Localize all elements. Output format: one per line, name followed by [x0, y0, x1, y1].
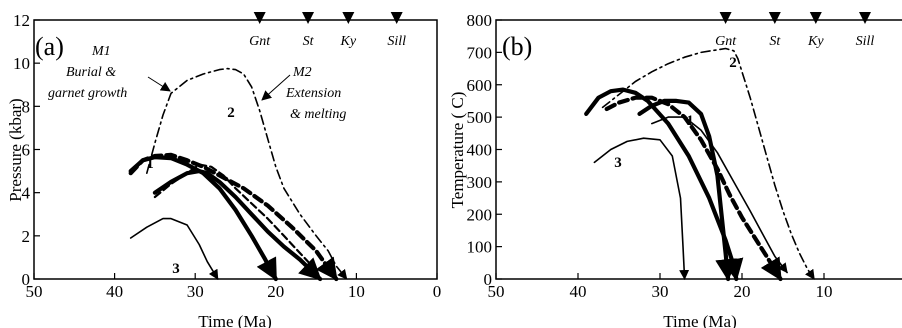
panel-b-plot-frame: [495, 19, 902, 280]
y-tick-label: 12: [13, 11, 30, 30]
mineral-label: Gnt: [715, 34, 737, 49]
y-tick-label: 300: [467, 173, 493, 192]
series-label: 2: [227, 105, 235, 121]
panel-b-mineral-markers: Gnt St Ky Sill: [715, 12, 874, 49]
series-path-0: [129, 217, 219, 280]
x-tick-label: 10: [816, 282, 833, 301]
x-tick-label: 10: [348, 282, 365, 301]
series-path-5: [146, 67, 348, 280]
annotation-m1: M1 Burial & garnet growth: [48, 44, 171, 101]
mineral-marker: [809, 12, 822, 24]
panel-b-y-axis-title: Temperature ( C): [448, 92, 467, 209]
panel-a-mineral-markers: Gnt St Ky Sill: [249, 12, 406, 49]
y-tick-label: 700: [467, 43, 493, 62]
mineral-marker: [302, 12, 315, 24]
y-tick-label: 200: [467, 205, 493, 224]
annotation-m2-line1: M2: [292, 65, 312, 80]
mineral-marker: [253, 12, 266, 24]
x-tick-label: 30: [652, 282, 669, 301]
mineral-label: Sill: [387, 34, 406, 49]
x-tick-label: 50: [26, 282, 43, 301]
mineral-label: Ky: [807, 34, 824, 49]
x-tick-label: 50: [488, 282, 505, 301]
mineral-label: St: [303, 34, 315, 49]
mineral-label: Ky: [340, 34, 357, 49]
y-tick-label: 4: [22, 184, 31, 203]
y-tick-label: 500: [467, 108, 493, 127]
y-tick-label: 6: [22, 141, 31, 160]
y-tick-label: 0: [22, 270, 31, 289]
series-label: 2: [729, 55, 737, 71]
panel-a-label: (a): [35, 32, 64, 61]
x-tick-label: 40: [106, 282, 123, 301]
x-tick-label: 40: [570, 282, 587, 301]
mineral-marker: [342, 12, 355, 24]
annotation-m1-line3: garnet growth: [48, 86, 127, 101]
panel-b-x-axis-title: Time (Ma): [663, 312, 737, 328]
x-tick-label: 20: [734, 282, 751, 301]
annotation-m2-line3: & melting: [290, 107, 346, 122]
y-tick-label: 800: [467, 11, 493, 30]
series-label: 3: [172, 261, 180, 277]
y-tick-label: 400: [467, 141, 493, 160]
annotation-m1-line1: M1: [91, 44, 111, 59]
series-path-4: [153, 163, 318, 272]
series-path-2: [604, 95, 783, 282]
mineral-marker: [719, 12, 732, 24]
y-tick-label: 600: [467, 76, 493, 95]
y-tick-label: 100: [467, 238, 493, 257]
panel-a-y-axis-title: Pressure (kbar): [6, 98, 25, 201]
series-path-1: [584, 87, 744, 282]
y-tick-label: 8: [22, 97, 31, 116]
series-path-3: [637, 98, 738, 282]
x-tick-label: 20: [267, 282, 284, 301]
series-path-5: [601, 47, 815, 280]
mineral-marker: [859, 12, 871, 24]
mineral-label: St: [769, 34, 781, 49]
panel-b-y-ticks: 0 100 200 300 400 500 600 700 800: [467, 11, 502, 289]
mineral-marker: [390, 12, 403, 24]
series-path-4: [651, 116, 788, 274]
y-tick-label: 0: [484, 270, 493, 289]
panel-a-series: 1 2 3: [128, 67, 348, 282]
y-tick-label: 2: [22, 227, 31, 246]
y-tick-label: 10: [13, 54, 30, 73]
annotation-m2-line2: Extension: [285, 86, 341, 101]
annotation-m2: M2 Extension & melting: [261, 65, 346, 122]
annotation-m2-arrow: [261, 74, 291, 101]
panel-b-label: (b): [502, 32, 532, 61]
annotation-m1-line2: Burial &: [66, 65, 116, 80]
series-path-0: [593, 137, 690, 280]
panel-a-x-ticks: 50 40 30 20 10 0: [26, 273, 442, 301]
panel-a-x-axis-title: Time (Ma): [198, 312, 272, 328]
series-label: 1: [146, 156, 154, 172]
panel-b-series: 123: [584, 47, 815, 282]
x-tick-label: 30: [187, 282, 204, 301]
x-tick-label: 0: [433, 282, 442, 301]
mineral-label: Gnt: [249, 34, 271, 49]
annotation-m1-arrow: [147, 76, 171, 92]
series-path-2: [128, 152, 339, 282]
mineral-marker: [768, 12, 781, 24]
panel-a-y-ticks: 0 2 4 6 8 10 12: [13, 11, 40, 289]
series-label: 3: [614, 155, 622, 171]
mineral-label: Sill: [856, 34, 875, 49]
